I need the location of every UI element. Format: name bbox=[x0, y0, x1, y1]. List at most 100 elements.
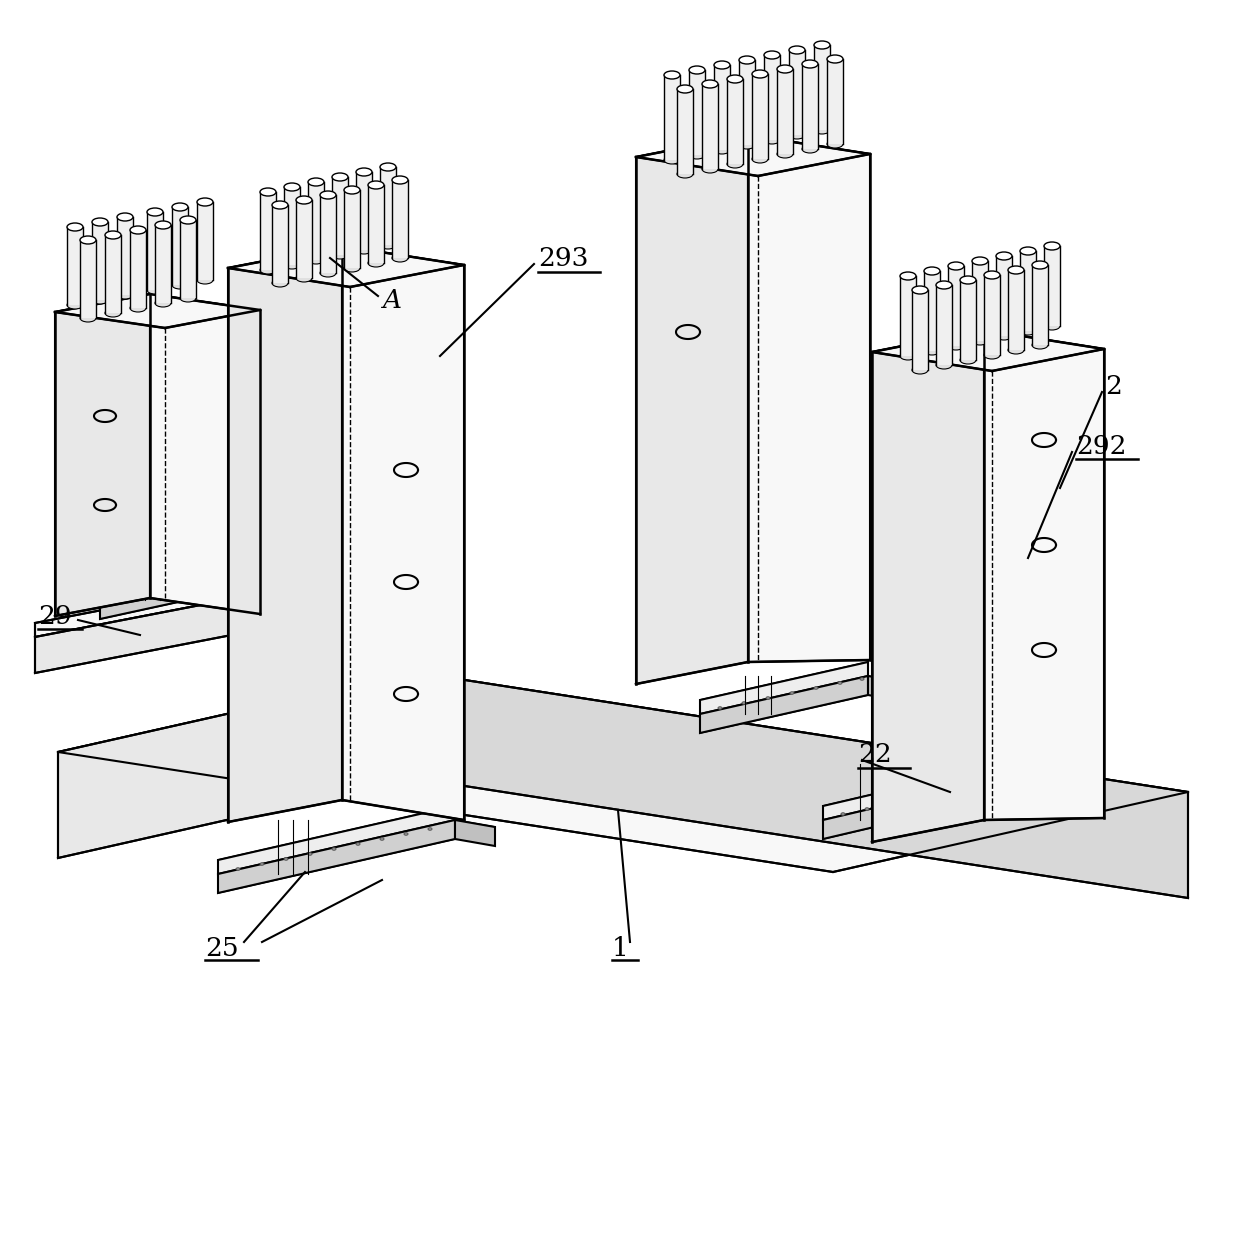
Ellipse shape bbox=[663, 156, 680, 164]
Ellipse shape bbox=[308, 852, 312, 855]
Ellipse shape bbox=[155, 299, 171, 307]
Polygon shape bbox=[150, 294, 260, 615]
Ellipse shape bbox=[1021, 247, 1035, 255]
Ellipse shape bbox=[937, 793, 941, 795]
Text: 22: 22 bbox=[858, 742, 892, 767]
Ellipse shape bbox=[900, 273, 916, 280]
Ellipse shape bbox=[160, 586, 164, 589]
Polygon shape bbox=[714, 64, 730, 150]
Ellipse shape bbox=[996, 252, 1012, 260]
Ellipse shape bbox=[813, 41, 830, 50]
Ellipse shape bbox=[1032, 341, 1048, 349]
Polygon shape bbox=[55, 294, 260, 328]
Ellipse shape bbox=[751, 155, 768, 164]
Polygon shape bbox=[105, 235, 122, 313]
Ellipse shape bbox=[718, 706, 722, 709]
Polygon shape bbox=[342, 247, 464, 820]
Polygon shape bbox=[455, 820, 495, 846]
Text: 292: 292 bbox=[1076, 434, 1126, 458]
Ellipse shape bbox=[789, 46, 805, 55]
Polygon shape bbox=[35, 592, 268, 673]
Ellipse shape bbox=[972, 337, 988, 344]
Polygon shape bbox=[1061, 764, 1102, 790]
Polygon shape bbox=[751, 74, 768, 159]
Ellipse shape bbox=[702, 165, 718, 173]
Ellipse shape bbox=[67, 223, 83, 230]
Ellipse shape bbox=[1044, 322, 1060, 330]
Ellipse shape bbox=[751, 69, 768, 78]
Ellipse shape bbox=[117, 595, 120, 597]
Ellipse shape bbox=[996, 332, 1012, 339]
Ellipse shape bbox=[379, 838, 384, 840]
Ellipse shape bbox=[689, 151, 706, 159]
Polygon shape bbox=[789, 50, 805, 135]
Ellipse shape bbox=[404, 833, 408, 835]
Ellipse shape bbox=[284, 857, 288, 860]
Ellipse shape bbox=[813, 686, 818, 689]
Ellipse shape bbox=[789, 131, 805, 139]
Ellipse shape bbox=[900, 352, 916, 361]
Polygon shape bbox=[100, 563, 270, 620]
Ellipse shape bbox=[802, 145, 818, 152]
Polygon shape bbox=[1021, 252, 1035, 331]
Ellipse shape bbox=[702, 81, 718, 88]
Polygon shape bbox=[985, 330, 1104, 820]
Polygon shape bbox=[823, 764, 1061, 839]
Polygon shape bbox=[55, 294, 150, 616]
Ellipse shape bbox=[392, 254, 408, 261]
Polygon shape bbox=[727, 79, 743, 164]
Ellipse shape bbox=[924, 347, 940, 356]
Polygon shape bbox=[972, 261, 988, 341]
Polygon shape bbox=[872, 330, 985, 843]
Ellipse shape bbox=[272, 201, 288, 209]
Polygon shape bbox=[308, 182, 324, 260]
Ellipse shape bbox=[936, 281, 952, 289]
Ellipse shape bbox=[197, 276, 213, 284]
Ellipse shape bbox=[838, 681, 842, 684]
Polygon shape bbox=[1008, 270, 1024, 349]
Ellipse shape bbox=[677, 170, 693, 178]
Ellipse shape bbox=[1032, 261, 1048, 269]
Polygon shape bbox=[413, 672, 1188, 898]
Ellipse shape bbox=[356, 843, 360, 845]
Ellipse shape bbox=[130, 304, 146, 312]
Polygon shape bbox=[218, 807, 455, 873]
Polygon shape bbox=[960, 280, 976, 361]
Polygon shape bbox=[270, 563, 310, 589]
Polygon shape bbox=[332, 177, 348, 255]
Ellipse shape bbox=[392, 176, 408, 185]
Ellipse shape bbox=[356, 247, 372, 254]
Ellipse shape bbox=[260, 266, 277, 274]
Polygon shape bbox=[702, 84, 718, 169]
Ellipse shape bbox=[260, 862, 264, 865]
Ellipse shape bbox=[236, 867, 241, 870]
Ellipse shape bbox=[911, 366, 928, 374]
Polygon shape bbox=[392, 180, 408, 258]
Ellipse shape bbox=[308, 178, 324, 186]
Ellipse shape bbox=[827, 55, 843, 63]
Ellipse shape bbox=[284, 183, 300, 191]
Ellipse shape bbox=[332, 252, 348, 259]
Text: 2: 2 bbox=[1105, 373, 1122, 399]
Polygon shape bbox=[356, 172, 372, 250]
Ellipse shape bbox=[813, 126, 830, 134]
Ellipse shape bbox=[764, 136, 780, 144]
Polygon shape bbox=[130, 230, 146, 309]
Ellipse shape bbox=[379, 164, 396, 171]
Ellipse shape bbox=[866, 808, 869, 810]
Ellipse shape bbox=[332, 847, 336, 850]
Ellipse shape bbox=[889, 803, 893, 805]
Polygon shape bbox=[872, 330, 1104, 370]
Polygon shape bbox=[228, 247, 464, 287]
Polygon shape bbox=[155, 225, 171, 304]
Ellipse shape bbox=[861, 678, 864, 680]
Ellipse shape bbox=[1021, 327, 1035, 335]
Ellipse shape bbox=[92, 296, 108, 304]
Ellipse shape bbox=[172, 203, 188, 211]
Ellipse shape bbox=[172, 281, 188, 289]
Ellipse shape bbox=[663, 71, 680, 79]
Ellipse shape bbox=[739, 141, 755, 149]
Polygon shape bbox=[296, 199, 312, 278]
Polygon shape bbox=[67, 227, 83, 305]
Ellipse shape bbox=[924, 266, 940, 275]
